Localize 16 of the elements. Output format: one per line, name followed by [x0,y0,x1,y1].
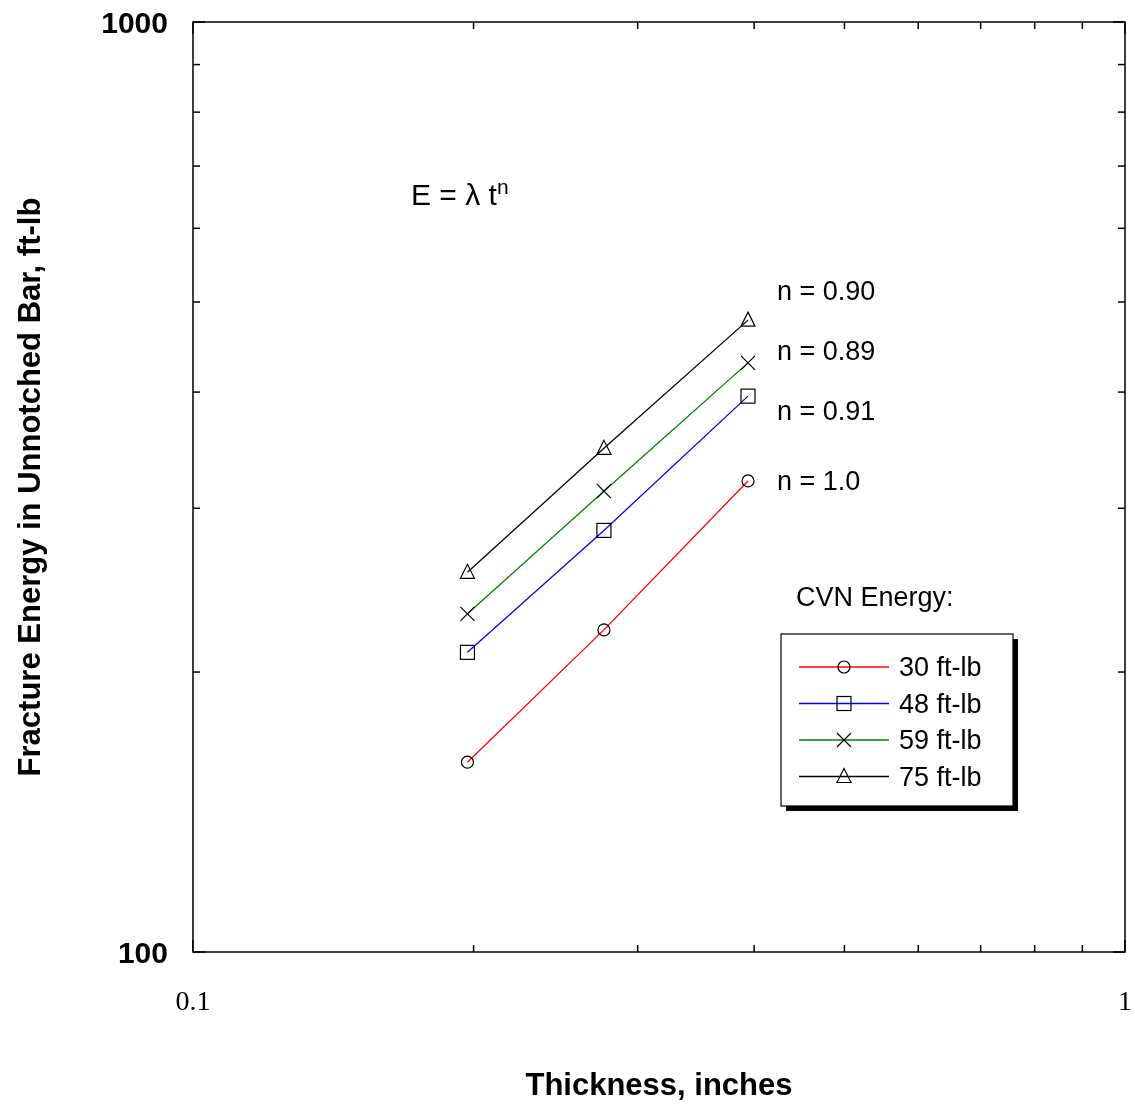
legend-label: 30 ft-lb [899,652,982,683]
y-tick-label: 100 [117,935,168,969]
x-axis-title: Thickness, inches [525,1067,793,1102]
legend-title: CVN Energy: [796,582,954,612]
annotation: n = 0.91 [777,396,876,426]
x-tick-label: 1 [1118,985,1132,1016]
legend-label: 75 ft-lb [899,761,982,792]
legend-label: 48 ft-lb [899,688,982,719]
y-tick-label: 1000 [101,5,168,39]
annotation: n = 0.90 [777,276,876,306]
annotation: E = λ t$^{n}$ [411,174,509,211]
annotation: n = 1.0 [777,466,861,496]
legend-label: 59 ft-lb [899,725,982,756]
annotation: n = 0.89 [777,336,876,366]
x-tick-label: 0.1 [175,985,211,1016]
y-axis-title: Fracture Energy in Unnotched Bar, ft-lb [12,197,47,777]
